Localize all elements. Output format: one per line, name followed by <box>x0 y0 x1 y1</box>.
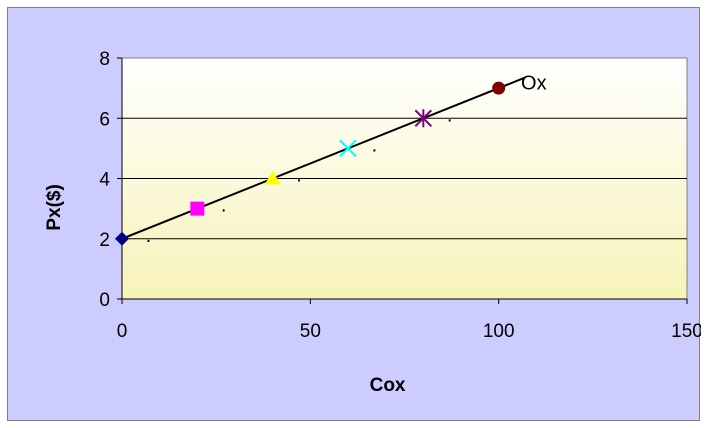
data-point-2 <box>264 170 281 185</box>
data-point-3 <box>339 139 357 158</box>
data-point-4 <box>414 109 433 128</box>
labels: 0 2 4 6 8 0 50 100 150 Ox..... <box>99 49 701 342</box>
data-point-1 <box>190 201 205 216</box>
trend-line <box>121 76 526 240</box>
chart-svg: 0 2 4 6 8 0 50 100 150 Ox..... Cox Px($) <box>44 49 701 396</box>
x-tick-label-150: 150 <box>671 321 701 342</box>
point-annotation-1: . <box>221 195 227 217</box>
x-axis-title: Cox <box>370 375 406 396</box>
x-tick-label-100: 100 <box>483 321 515 342</box>
data-point-5 <box>492 81 506 95</box>
y-tick-label-4: 4 <box>99 170 110 191</box>
point-annotation-4: . <box>447 104 453 126</box>
data-point-0 <box>115 231 129 246</box>
line-label: Ox <box>521 73 547 95</box>
x-tick-label-0: 0 <box>117 321 128 342</box>
axes <box>117 57 688 304</box>
x-tick-label-50: 50 <box>300 321 321 342</box>
point-annotation-2: . <box>296 165 302 187</box>
point-annotation-3: . <box>372 134 378 156</box>
grid-lines <box>122 117 687 240</box>
y-tick-label-6: 6 <box>99 109 110 130</box>
y-tick-label-8: 8 <box>99 49 110 70</box>
y-tick-label-0: 0 <box>99 290 110 311</box>
y-tick-label-2: 2 <box>99 230 110 251</box>
markers <box>115 81 506 246</box>
point-annotation-0: . <box>146 225 152 247</box>
y-axis-title: Px($) <box>44 184 65 230</box>
trend-line-layer <box>121 76 526 240</box>
chart-frame: 0 2 4 6 8 0 50 100 150 Ox..... Cox Px($) <box>7 7 701 421</box>
